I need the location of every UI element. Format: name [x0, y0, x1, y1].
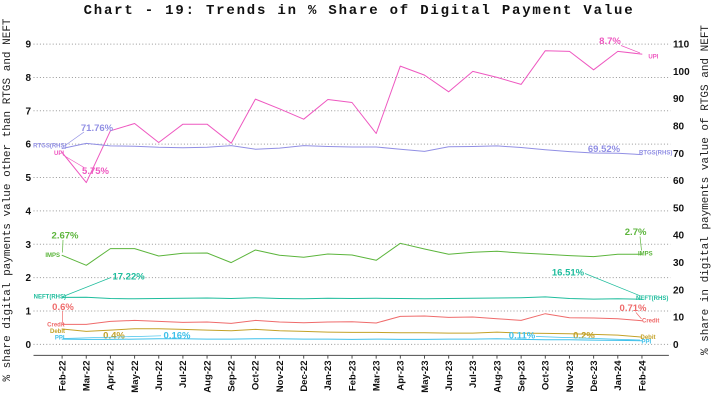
- annotation-rtgs-first: 71.76%: [81, 123, 114, 134]
- series-rtgs-label-left: RTGS(RHS): [33, 143, 66, 149]
- series-debit-card-label-left: Debit: [50, 329, 65, 335]
- series-upi-label-right: UPI: [648, 55, 658, 61]
- left-axis-tick-3: 3: [25, 240, 31, 251]
- series-debit-card-line: [61, 328, 643, 338]
- right-axis-tick-40: 40: [673, 231, 685, 242]
- right-axis-tick-0: 0: [673, 340, 679, 351]
- right-axis-tick-80: 80: [673, 121, 685, 132]
- series-upi-line: [61, 50, 643, 184]
- series-upi-label-left: UPI: [54, 151, 64, 157]
- annotation-debit-card-first: 0.4%: [103, 331, 125, 342]
- x-tick-label-feb-23: Feb-23: [347, 361, 358, 392]
- left-axis-tick-8: 8: [25, 73, 31, 84]
- x-tick-label-may-23: May-23: [420, 361, 431, 393]
- annotation-rtgs-last: 69.52%: [588, 144, 621, 155]
- x-tick-label-mar-23: Mar-23: [372, 361, 383, 392]
- x-tick-label-dec-22: Dec-22: [299, 361, 310, 392]
- annotation-leader-imps-last: [639, 236, 642, 251]
- x-tick-label-oct-22: Oct-22: [251, 361, 262, 391]
- series-neft-label-right: NEFT(RHS): [636, 296, 668, 302]
- right-axis-tick-10: 10: [673, 313, 685, 324]
- chart-title: Chart - 19: Trends in % Share of Digital…: [83, 3, 635, 19]
- right-axis-tick-30: 30: [673, 258, 685, 269]
- x-tick-label-sep-23: Sep-23: [516, 361, 527, 392]
- annotation-imps-first: 2.67%: [52, 231, 79, 242]
- left-axis-tick-0: 0: [25, 340, 31, 351]
- left-axis-tick-5: 5: [25, 173, 31, 184]
- x-tick-label-feb-22: Feb-22: [57, 361, 68, 392]
- x-tick-label-jun-22: Jun-22: [154, 361, 165, 392]
- annotation-leader-ppi-first: [62, 335, 162, 339]
- x-tick-label-jul-23: Jul-23: [468, 361, 479, 388]
- x-tick-label-apr-22: Apr-22: [106, 361, 117, 391]
- series-imps-label-left: IMPS: [45, 253, 60, 259]
- series-neft-label-left: NEFT(RHS): [34, 294, 66, 300]
- series-credit-card-label-left: Credit: [47, 323, 64, 329]
- x-tick-label-jul-22: Jul-22: [178, 361, 189, 388]
- left-axis-tick-6: 6: [25, 140, 31, 151]
- left-axis-tick-7: 7: [25, 106, 31, 117]
- x-tick-label-feb-24: Feb-24: [637, 360, 648, 391]
- series-credit-card-label-right: Credit: [642, 319, 659, 325]
- annotation-leader-imps-first: [62, 239, 64, 253]
- series-credit-card-line: [61, 313, 643, 325]
- x-tick-label-jan-23: Jan-23: [323, 361, 334, 391]
- x-tick-label-jun-23: Jun-23: [444, 361, 455, 392]
- annotation-neft-first: 17.22%: [112, 272, 145, 283]
- x-tick-label-mar-22: Mar-22: [82, 361, 93, 392]
- annotation-neft-last: 16.51%: [552, 268, 585, 279]
- series-rtgs-label-right: RTGS(RHS): [639, 150, 672, 156]
- annotation-upi-last: 8.7%: [599, 36, 621, 47]
- left-axis-tick-9: 9: [25, 40, 31, 51]
- annotation-ppi-first: 0.16%: [164, 331, 191, 342]
- x-tick-label-may-22: May-22: [130, 361, 141, 393]
- right-axis-tick-50: 50: [673, 203, 685, 214]
- series-imps-line: [61, 242, 643, 266]
- annotation-ppi-last: 0.11%: [509, 331, 536, 342]
- series-imps-label-right: IMPS: [638, 252, 653, 258]
- series-neft-line: [61, 296, 643, 300]
- annotation-leader-ppi-last: [535, 336, 641, 341]
- x-tick-label-oct-23: Oct-23: [541, 361, 552, 391]
- series-ppi-label-right: PPI: [642, 339, 652, 345]
- annotation-credit-card-last: 0.71%: [620, 303, 647, 314]
- annotation-leader-neft-first: [62, 277, 112, 297]
- annotation-credit-card-first: 0.6%: [52, 302, 74, 313]
- x-tick-label-apr-23: Apr-23: [396, 361, 407, 391]
- right-axis-tick-100: 100: [673, 67, 690, 78]
- left-axis-tick-4: 4: [25, 206, 31, 217]
- x-tick-label-nov-23: Nov-23: [565, 361, 576, 393]
- right-axis-tick-110: 110: [673, 40, 690, 51]
- annotation-imps-last: 2.7%: [625, 227, 647, 238]
- annotation-leader-credit-card-last: [635, 312, 642, 320]
- left-axis-tick-2: 2: [25, 273, 31, 284]
- annotation-upi-first: 5.75%: [82, 166, 109, 177]
- x-tick-label-aug-23: Aug-23: [492, 360, 503, 392]
- annotation-debit-card-last: 0.2%: [573, 331, 595, 342]
- right-axis-tick-70: 70: [673, 149, 685, 160]
- annotation-leader-neft-last: [584, 273, 641, 297]
- right-axis-tick-20: 20: [673, 285, 685, 296]
- x-tick-label-aug-22: Aug-22: [202, 361, 213, 393]
- series-ppi-label-left: PPI: [55, 335, 65, 341]
- x-tick-label-dec-23: Dec-23: [589, 361, 600, 392]
- left-axis-tick-1: 1: [25, 307, 31, 318]
- series-rtgs-line: [61, 142, 643, 156]
- x-tick-label-sep-22: Sep-22: [227, 361, 238, 392]
- annotation-leader-upi-first: [62, 154, 85, 168]
- series-ppi-line: [61, 338, 643, 342]
- annotation-leader-rtgs-first: [62, 131, 85, 148]
- right-axis-tick-60: 60: [673, 176, 685, 187]
- x-tick-label-jan-24: Jan-24: [613, 360, 624, 391]
- x-tick-label-nov-22: Nov-22: [275, 361, 286, 393]
- series-debit-card-label-right: Debit: [641, 335, 656, 341]
- right-axis-tick-90: 90: [673, 94, 685, 105]
- annotation-leader-upi-last: [620, 45, 641, 54]
